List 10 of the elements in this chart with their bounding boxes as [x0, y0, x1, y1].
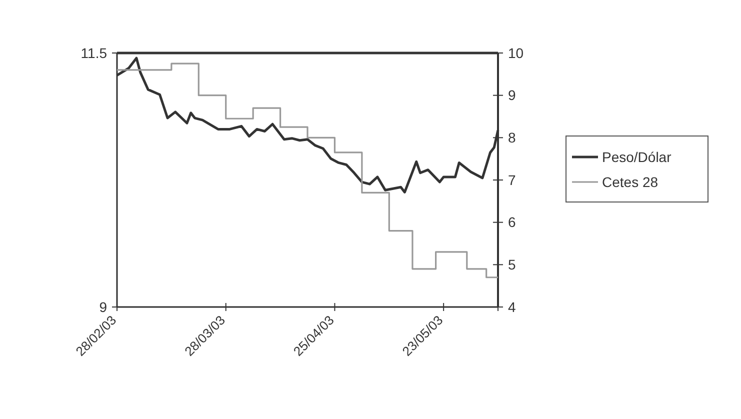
y2-tick-label: 7 — [508, 172, 516, 188]
y-tick-label: 11.5 — [80, 44, 108, 61]
y2-tick-label: 8 — [508, 130, 516, 146]
legend-label: Peso/Dólar — [602, 148, 672, 165]
y2-tick-label: 10 — [508, 44, 524, 61]
y2-tick-label: 9 — [508, 87, 516, 104]
y2-tick-label: 5 — [508, 256, 516, 273]
y2-tick-label: 6 — [508, 214, 516, 230]
y2-tick-label: 4 — [508, 298, 516, 315]
legend-label: Cetes 28 — [602, 174, 658, 190]
